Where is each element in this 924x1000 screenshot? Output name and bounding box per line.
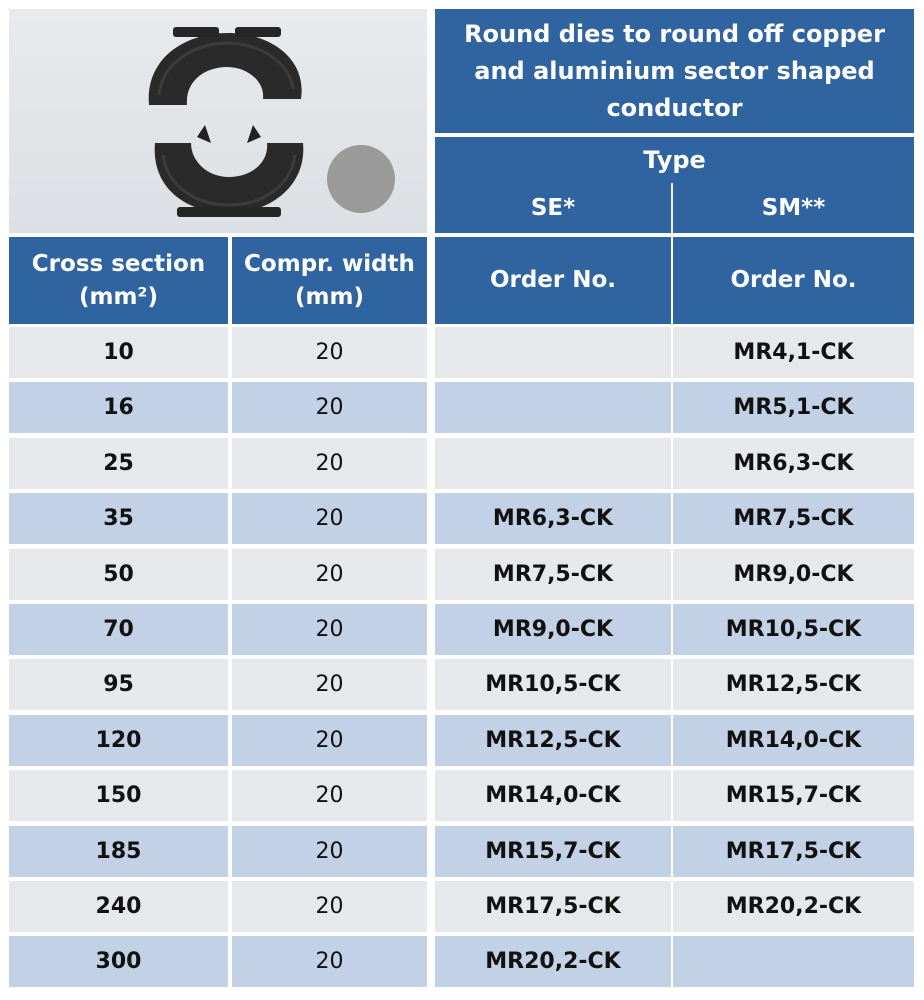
sm-order-cell: MR20,2-CK [673, 880, 914, 932]
table-row: 25 20 MR6,3-CK [9, 435, 914, 490]
sm-order-header: Order No. [673, 237, 914, 324]
sm-order-cell [673, 936, 914, 988]
sm-order-cell: MR6,3-CK [673, 437, 914, 489]
grey-circle-icon [327, 145, 395, 213]
type-divider [671, 183, 673, 233]
se-order-cell: MR10,5-CK [435, 659, 671, 711]
cross-section-cell: 95 [9, 659, 228, 711]
cross-section-cell: 50 [9, 548, 228, 600]
compr-width-cell: 20 [232, 327, 427, 378]
se-order-cell: MR6,3-CK [435, 493, 671, 545]
se-order-cell [435, 437, 671, 489]
table-row: 185 20 MR15,7-CK MR17,5-CK [9, 823, 914, 878]
sm-order-cell: MR17,5-CK [673, 825, 914, 877]
cross-section-cell: 16 [9, 382, 228, 434]
sm-order-cell: MR12,5-CK [673, 659, 914, 711]
round-die-top-half-icon [148, 27, 302, 105]
cross-section-cell: 300 [9, 936, 228, 988]
table-row: 70 20 MR9,0-CK MR10,5-CK [9, 601, 914, 656]
compr-width-cell: 20 [232, 493, 427, 545]
cross-section-cell: 150 [9, 770, 228, 822]
die-illustration [148, 27, 395, 217]
compr-width-cell: 20 [232, 603, 427, 655]
compr-width-cell: 20 [232, 437, 427, 489]
cross-section-cell: 120 [9, 714, 228, 766]
se-order-cell: MR20,2-CK [435, 936, 671, 988]
table-title: Round dies to round off copper and alumi… [435, 9, 914, 133]
sm-order-cell: MR9,0-CK [673, 548, 914, 600]
table-row: 50 20 MR7,5-CK MR9,0-CK [9, 546, 914, 601]
table-row: 95 20 MR10,5-CK MR12,5-CK [9, 656, 914, 711]
table-row: 240 20 MR17,5-CK MR20,2-CK [9, 878, 914, 933]
compr-width-cell: 20 [232, 825, 427, 877]
compr-width-header: Compr. width (mm) [232, 237, 427, 324]
sm-type-header: SM** [673, 183, 914, 233]
compr-width-cell: 20 [232, 659, 427, 711]
type-header: Type [435, 137, 914, 183]
cross-section-header: Cross section (mm²) [9, 237, 228, 324]
se-order-cell: MR7,5-CK [435, 548, 671, 600]
table-row: 16 20 MR5,1-CK [9, 379, 914, 434]
cross-section-cell: 70 [9, 603, 228, 655]
table-row: 10 20 MR4,1-CK [9, 324, 914, 379]
se-order-cell: MR14,0-CK [435, 770, 671, 822]
order-table: Round dies to round off copper and alumi… [9, 9, 914, 989]
table-row: 150 20 MR14,0-CK MR15,7-CK [9, 767, 914, 822]
sm-order-cell: MR5,1-CK [673, 382, 914, 434]
product-photo [9, 9, 427, 233]
compr-width-cell: 20 [232, 880, 427, 932]
sm-order-cell: MR4,1-CK [673, 327, 914, 378]
compr-width-cell: 20 [232, 714, 427, 766]
table-row: 120 20 MR12,5-CK MR14,0-CK [9, 712, 914, 767]
table-row: 35 20 MR6,3-CK MR7,5-CK [9, 490, 914, 545]
se-order-cell [435, 327, 671, 378]
se-type-header: SE* [435, 183, 671, 233]
compr-width-cell: 20 [232, 936, 427, 988]
cross-section-cell: 185 [9, 825, 228, 877]
sm-order-cell: MR10,5-CK [673, 603, 914, 655]
table-body: 10 20 MR4,1-CK 16 20 MR5,1-CK 25 20 MR6,… [9, 324, 914, 989]
compr-width-cell: 20 [232, 770, 427, 822]
cross-section-cell: 10 [9, 327, 228, 378]
sm-order-cell: MR14,0-CK [673, 714, 914, 766]
se-order-cell: MR12,5-CK [435, 714, 671, 766]
se-order-cell: MR9,0-CK [435, 603, 671, 655]
cross-section-cell: 35 [9, 493, 228, 545]
table-row: 300 20 MR20,2-CK [9, 933, 914, 988]
cross-section-cell: 240 [9, 880, 228, 932]
compr-width-cell: 20 [232, 548, 427, 600]
sm-order-cell: MR7,5-CK [673, 493, 914, 545]
se-order-cell: MR17,5-CK [435, 880, 671, 932]
se-order-cell: MR15,7-CK [435, 825, 671, 877]
compr-width-cell: 20 [232, 382, 427, 434]
se-order-cell [435, 382, 671, 434]
cross-section-cell: 25 [9, 437, 228, 489]
sm-order-cell: MR15,7-CK [673, 770, 914, 822]
round-die-bottom-half-icon [154, 125, 304, 217]
se-order-header: Order No. [435, 237, 671, 324]
